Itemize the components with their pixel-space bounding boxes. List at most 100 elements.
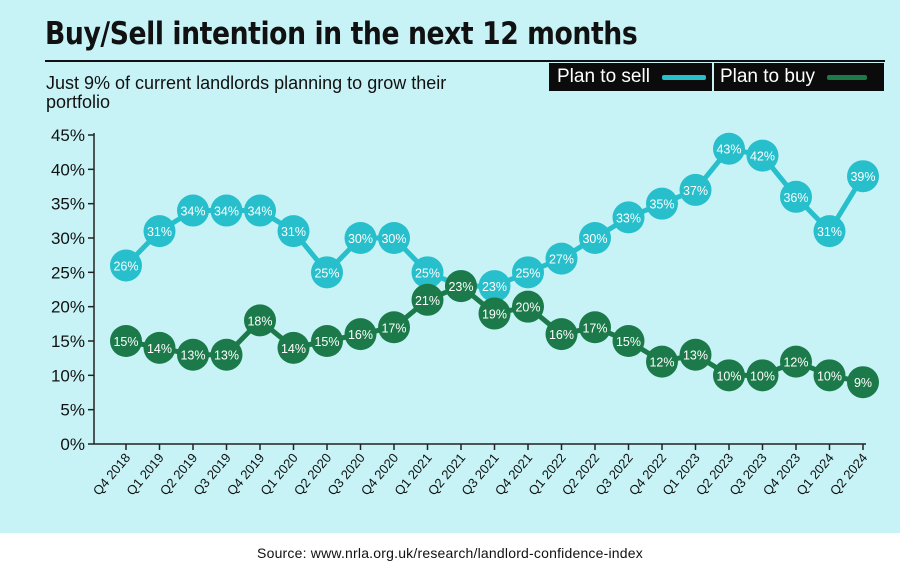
data-point-sell	[244, 194, 276, 227]
data-label-sell: 34%	[214, 205, 239, 219]
data-label-sell: 35%	[649, 198, 674, 212]
data-point-sell	[311, 256, 343, 289]
data-point-buy	[277, 331, 310, 364]
data-label-sell: 34%	[180, 205, 205, 219]
data-point-buy	[646, 345, 678, 378]
data-point-sell	[646, 187, 678, 220]
data-point-buy	[545, 318, 578, 351]
data-point-sell	[847, 160, 879, 193]
data-point-buy	[445, 270, 477, 303]
data-point-buy	[847, 366, 879, 399]
data-label-buy: 18%	[247, 314, 272, 328]
data-label-buy: 9%	[854, 376, 872, 390]
data-label-sell: 37%	[683, 184, 708, 198]
data-point-sell	[746, 139, 779, 172]
data-point-buy	[780, 345, 812, 378]
y-tick-label: 20%	[51, 298, 85, 317]
data-label-sell: 25%	[314, 266, 339, 280]
data-label-buy: 13%	[180, 349, 205, 363]
legend: Plan to sell Plan to buy	[549, 63, 884, 91]
data-label-sell: 42%	[750, 150, 775, 164]
data-label-sell: 25%	[415, 266, 440, 280]
data-label-buy: 15%	[616, 335, 641, 349]
data-label-sell: 31%	[281, 225, 306, 239]
data-label-sell: 31%	[147, 225, 172, 239]
data-label-sell: 39%	[850, 170, 875, 184]
data-label-buy: 20%	[515, 301, 540, 315]
data-point-sell	[813, 215, 846, 248]
data-label-buy: 10%	[817, 369, 842, 383]
data-label-buy: 23%	[448, 280, 473, 294]
data-point-sell	[579, 222, 611, 254]
data-label-buy: 14%	[281, 342, 306, 356]
data-label-sell: 25%	[515, 266, 540, 280]
data-point-buy	[478, 297, 511, 330]
data-point-sell	[713, 132, 745, 165]
legend-swatch-sell	[661, 74, 706, 80]
data-label-sell: 27%	[549, 253, 574, 267]
data-point-sell	[545, 242, 578, 275]
data-label-sell: 30%	[582, 232, 607, 246]
data-point-buy	[813, 359, 846, 392]
y-tick-label: 30%	[51, 229, 85, 248]
data-label-sell: 36%	[783, 191, 808, 205]
data-label-sell: 31%	[817, 225, 842, 239]
data-point-sell	[110, 249, 142, 282]
data-label-buy: 12%	[649, 356, 674, 370]
data-point-buy	[110, 325, 142, 357]
chart-title: Buy/Sell intention in the next 12 months	[45, 16, 638, 52]
data-point-sell	[780, 180, 812, 213]
data-label-sell: 23%	[482, 280, 507, 294]
title-underline	[45, 60, 885, 62]
data-point-buy	[512, 290, 544, 323]
data-label-buy: 13%	[214, 349, 239, 363]
data-point-buy	[244, 304, 276, 337]
legend-label-buy: Plan to buy	[719, 66, 816, 87]
y-tick-label: 40%	[51, 160, 85, 179]
data-label-sell: 30%	[348, 232, 373, 246]
data-point-buy	[344, 318, 377, 351]
data-point-sell	[612, 201, 645, 234]
data-point-buy	[411, 283, 444, 316]
data-point-buy	[679, 338, 712, 371]
data-point-sell	[143, 215, 176, 248]
legend-label-sell: Plan to sell	[557, 66, 650, 87]
y-tick-label: 5%	[60, 401, 85, 420]
legend-item-sell: Plan to sell	[557, 63, 706, 91]
y-tick-label: 35%	[51, 195, 85, 214]
data-point-sell	[210, 194, 243, 227]
chart-subtitle: Just 9% of current landlords planning to…	[46, 73, 447, 112]
data-point-buy	[143, 331, 176, 364]
data-point-buy	[579, 311, 611, 344]
data-point-sell	[177, 194, 209, 227]
data-label-buy: 15%	[113, 335, 138, 349]
data-label-sell: 34%	[247, 205, 272, 219]
data-label-buy: 21%	[415, 294, 440, 308]
data-label-buy: 17%	[582, 321, 607, 335]
data-point-buy	[311, 325, 343, 357]
data-label-sell: 33%	[616, 211, 641, 225]
y-tick-label: 15%	[51, 332, 85, 351]
y-tick-label: 0%	[60, 435, 85, 454]
data-point-buy	[177, 338, 209, 371]
data-label-buy: 16%	[348, 328, 373, 342]
data-label-buy: 15%	[314, 335, 339, 349]
data-label-buy: 14%	[147, 342, 172, 356]
data-label-sell: 26%	[113, 259, 138, 273]
data-point-sell	[478, 270, 511, 303]
data-point-buy	[746, 359, 779, 392]
data-point-sell	[512, 256, 544, 289]
data-point-sell	[378, 222, 410, 254]
y-tick-label: 10%	[51, 366, 85, 385]
data-label-sell: 43%	[716, 143, 741, 157]
source-note: Source: www.nrla.org.uk/research/landlor…	[257, 545, 643, 561]
data-point-buy	[713, 359, 745, 392]
data-point-sell	[277, 215, 310, 248]
data-label-sell: 30%	[381, 232, 406, 246]
y-tick-label: 25%	[51, 263, 85, 282]
data-point-sell	[679, 173, 712, 206]
data-label-buy: 10%	[750, 369, 775, 383]
data-point-buy	[378, 311, 410, 344]
data-point-sell	[344, 222, 377, 254]
